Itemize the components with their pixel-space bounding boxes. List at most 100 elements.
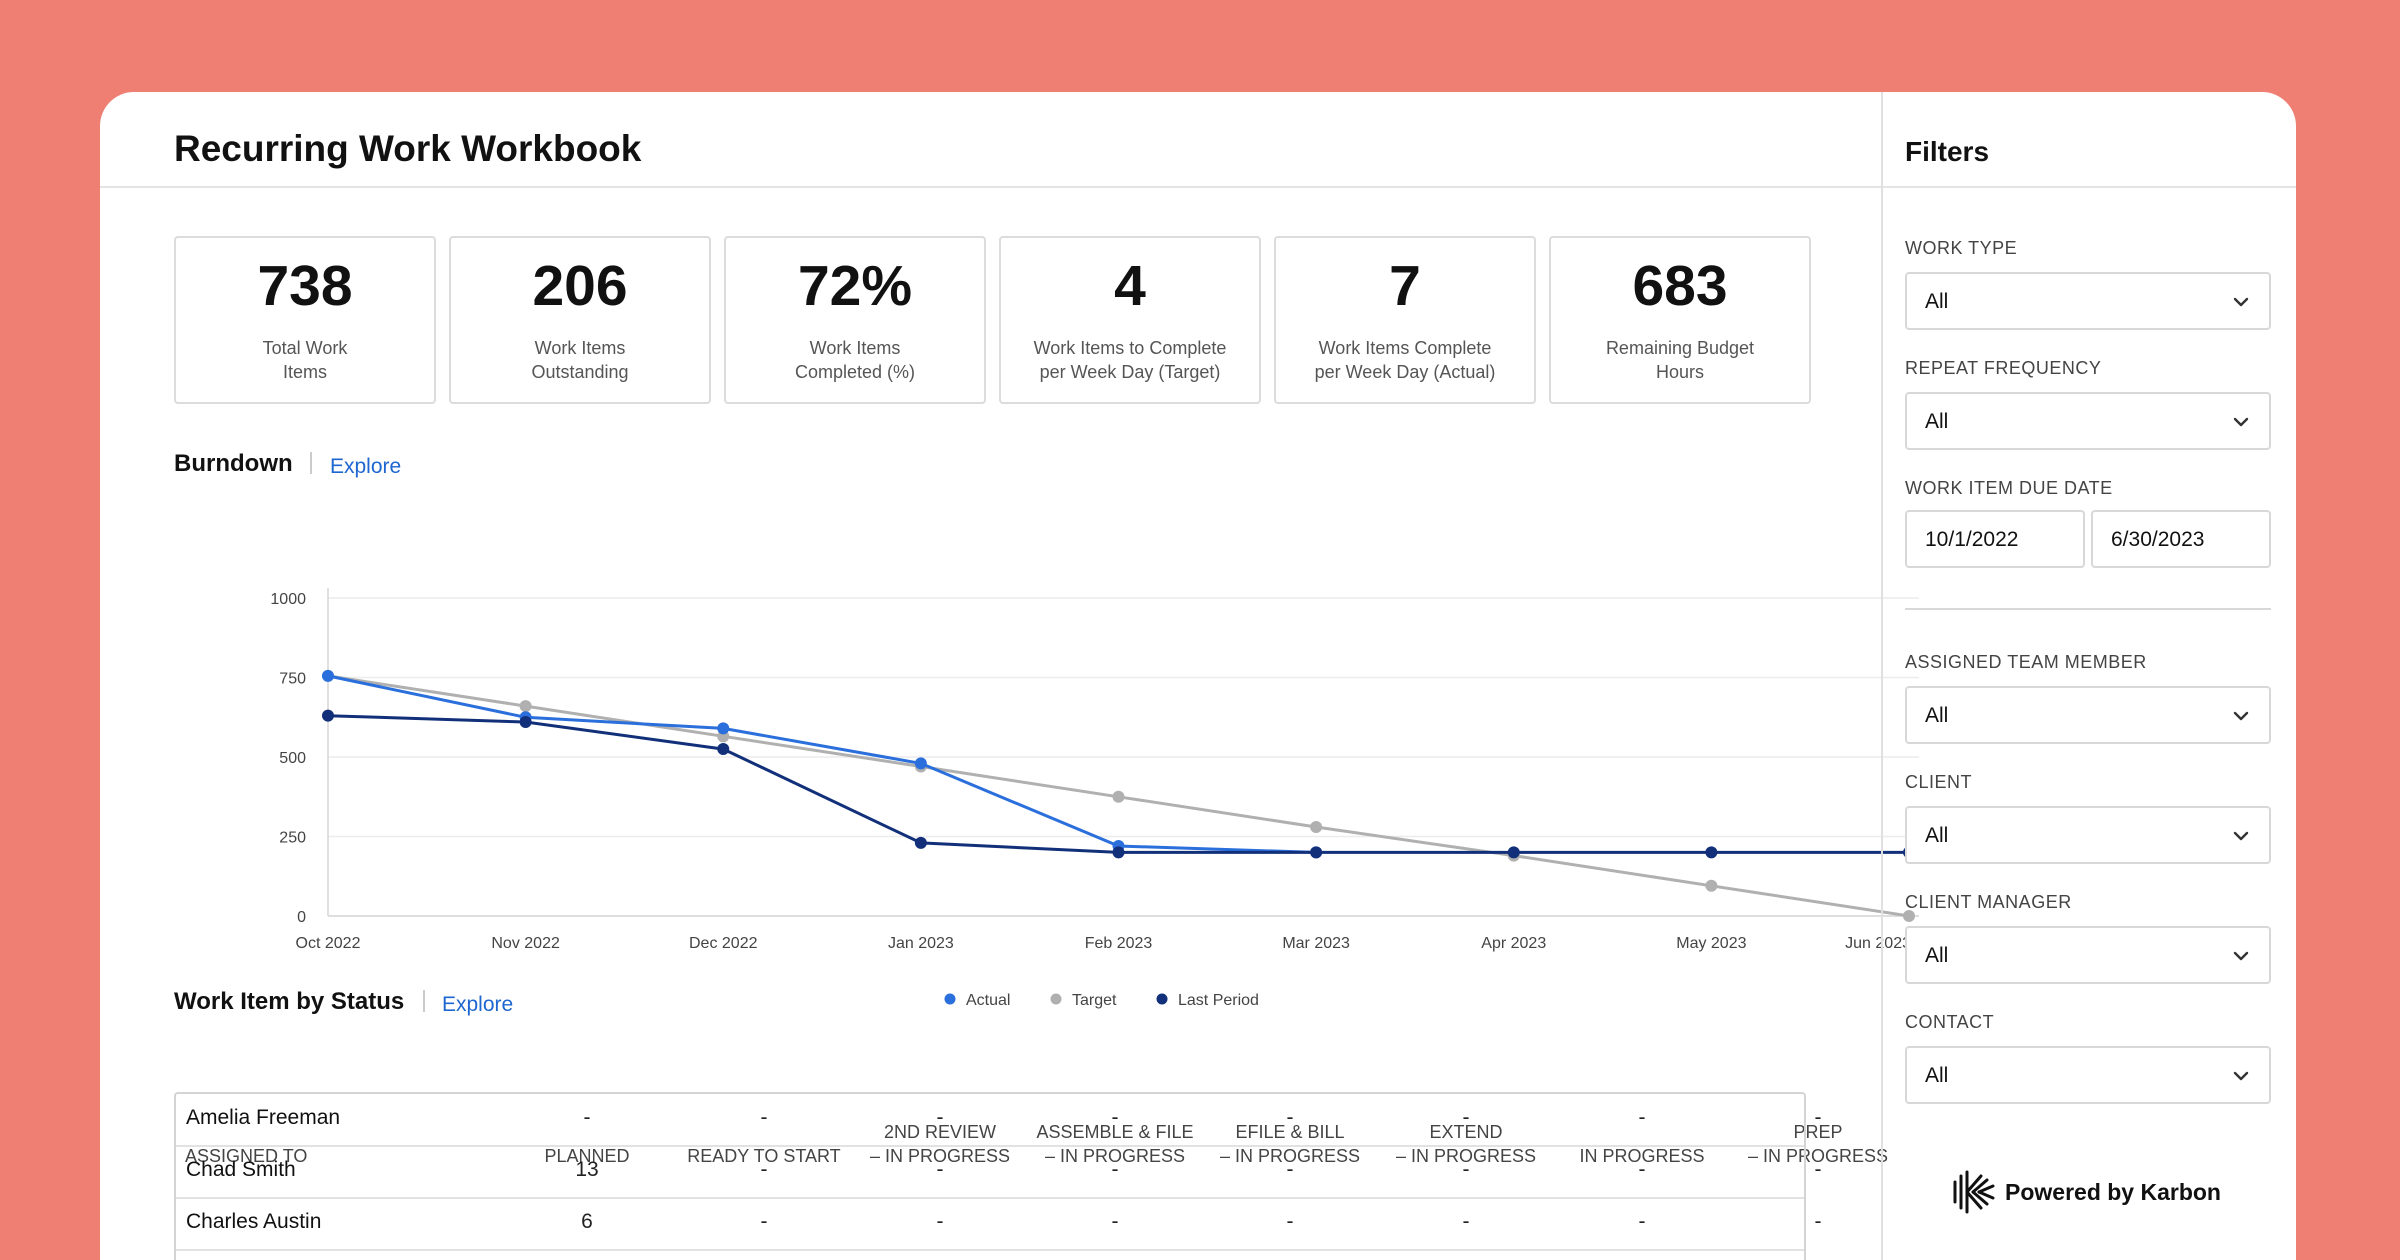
kpi-label-line: Hours xyxy=(1655,362,1704,382)
kpi-label-line: Work Items xyxy=(534,338,626,358)
column-header-line: – IN PROGRESS xyxy=(1747,1146,1889,1166)
column-header-line: IN PROGRESS xyxy=(1579,1146,1705,1166)
x-tick-label: Feb 2023 xyxy=(1085,935,1153,952)
y-tick-label: 1000 xyxy=(270,591,306,608)
team-member-select[interactable]: All xyxy=(1905,686,2271,744)
column-header-line: PLANNED xyxy=(544,1146,630,1166)
table-cell: - xyxy=(1111,1158,1119,1181)
column-header[interactable]: PLANNED xyxy=(487,1144,687,1168)
filter-divider xyxy=(1905,608,2271,610)
data-point xyxy=(1705,879,1718,892)
kpi-label: Work Items to Complete per Week Day (Targ… xyxy=(1011,336,1249,384)
column-header[interactable]: IN PROGRESS xyxy=(1542,1144,1742,1168)
table-cell: - xyxy=(1286,1158,1294,1181)
table-cell: - xyxy=(1638,1210,1646,1233)
data-point xyxy=(519,700,532,713)
kpi-label: Remaining Budget Hours xyxy=(1561,336,1799,384)
table-cell: - xyxy=(583,1106,591,1129)
table-row[interactable]: Chad Smith 13 - - - - - - - xyxy=(176,1146,1822,1198)
section-separator xyxy=(310,452,312,474)
x-tick-label: May 2023 xyxy=(1676,935,1746,952)
kpi-label-line: Completed (%) xyxy=(794,362,916,382)
kpi-value: 72% xyxy=(797,254,913,318)
column-header-line: – IN PROGRESS xyxy=(1219,1146,1361,1166)
kpi-label-line: Work Items xyxy=(809,338,901,358)
data-point xyxy=(914,757,927,770)
repeat-frequency-select[interactable]: All xyxy=(1905,392,2271,450)
table-cell: - xyxy=(1111,1210,1119,1233)
status-explore-link[interactable]: Explore xyxy=(442,993,514,1016)
data-point xyxy=(1112,846,1125,859)
legend-label: Actual xyxy=(966,992,1010,1009)
kpi-label-line: Total Work xyxy=(262,338,348,358)
column-header[interactable]: ASSIGNED TO xyxy=(185,1144,307,1168)
data-point xyxy=(1310,820,1323,833)
burndown-explore-link[interactable]: Explore xyxy=(330,455,402,478)
chevron-down-icon xyxy=(2233,297,2249,307)
row-divider xyxy=(176,1197,1804,1199)
kpi-label-line: per Week Day (Target) xyxy=(1039,362,1221,382)
data-point xyxy=(1507,846,1520,859)
column-header[interactable]: EXTEND – IN PROGRESS xyxy=(1366,1120,1566,1168)
due-date-from-input[interactable]: 10/1/2022 xyxy=(1905,510,2085,568)
column-header[interactable]: 2ND REVIEW – IN PROGRESS xyxy=(840,1120,1040,1168)
powered-by[interactable]: Powered by Karbon xyxy=(1951,1170,2221,1214)
row-divider xyxy=(176,1249,1804,1251)
data-point xyxy=(1903,910,1915,922)
data-point xyxy=(322,709,334,722)
assignee-name: Chad Smith xyxy=(186,1158,296,1181)
sidebar-header: Filters xyxy=(1883,92,2296,188)
table-cell: - xyxy=(1462,1106,1470,1129)
legend-label: Target xyxy=(1072,992,1117,1009)
kpi-card: 72% Work Items Completed (%) xyxy=(724,236,986,404)
column-header-line: EFILE & BILL xyxy=(1235,1122,1345,1142)
table-cell: - xyxy=(1814,1158,1822,1181)
column-header-line: – IN PROGRESS xyxy=(1395,1146,1537,1166)
main-panel: Recurring Work Workbook 738 Total Work Ite… xyxy=(100,92,1919,1260)
table-row[interactable]: Charles Austin 6 - - - - - - - xyxy=(176,1198,1822,1250)
powered-by-text: Powered by Karbon xyxy=(2005,1178,2221,1205)
client-manager-select[interactable]: All xyxy=(1905,926,2271,984)
column-header[interactable]: EFILE & BILL – IN PROGRESS xyxy=(1190,1120,1390,1168)
page-title: Recurring Work Workbook xyxy=(174,128,642,169)
x-tick-label: Dec 2022 xyxy=(689,935,758,952)
data-point xyxy=(1310,846,1323,859)
table-cell: 13 xyxy=(575,1158,599,1181)
filters-title: Filters xyxy=(1905,136,1990,167)
contact-label: CONTACT xyxy=(1905,1012,1995,1032)
client-select[interactable]: All xyxy=(1905,806,2271,864)
kpi-label-line: Items xyxy=(282,362,327,382)
column-header-line: EXTEND xyxy=(1429,1122,1503,1142)
table-cell: - xyxy=(1286,1210,1294,1233)
section-separator xyxy=(423,990,425,1012)
x-tick-label: Jun 2023 xyxy=(1845,935,1911,952)
y-tick-label: 0 xyxy=(297,909,306,926)
column-header[interactable]: READY TO START xyxy=(664,1144,864,1168)
kpi-card: 4 Work Items to Complete per Week Day (Tar… xyxy=(999,236,1261,404)
status-title: Work Item by Status xyxy=(174,988,405,1015)
due-date-label: WORK ITEM DUE DATE xyxy=(1905,478,2113,498)
kpi-label: Work Items Complete per Week Day (Actual) xyxy=(1286,336,1524,384)
table-cell: - xyxy=(1286,1106,1294,1129)
column-header-line: – IN PROGRESS xyxy=(1044,1146,1186,1166)
chevron-down-icon xyxy=(2233,711,2249,721)
kpi-label: Work Items Completed (%) xyxy=(736,336,974,384)
column-header-line: ASSEMBLE & FILE xyxy=(1036,1122,1194,1142)
team-member-value: All xyxy=(1925,704,1949,727)
x-tick-label: Oct 2022 xyxy=(296,935,361,952)
data-point xyxy=(1112,790,1125,803)
kpi-card: 7 Work Items Complete per Week Day (Actual… xyxy=(1274,236,1536,404)
table-row[interactable]: Amelia Freeman - - - - - - - - xyxy=(176,1094,1822,1146)
column-header[interactable]: ASSEMBLE & FILE – IN PROGRESS xyxy=(1015,1120,1215,1168)
client-label: CLIENT xyxy=(1905,772,1973,792)
due-date-to-input[interactable]: 6/30/2023 xyxy=(2091,510,2271,568)
assignee-name: Amelia Freeman xyxy=(186,1106,341,1129)
kpi-label-line: Work Items Complete xyxy=(1318,338,1492,358)
work-type-select[interactable]: All xyxy=(1905,272,2271,330)
kpi-card: 683 Remaining Budget Hours xyxy=(1549,236,1811,404)
assignee-name: Charles Austin xyxy=(186,1210,322,1233)
contact-select[interactable]: All xyxy=(1905,1046,2271,1104)
x-tick-label: Jan 2023 xyxy=(888,935,954,952)
due-date-to-value: 6/30/2023 xyxy=(2111,528,2205,551)
kpi-value: 7 xyxy=(1389,254,1421,318)
